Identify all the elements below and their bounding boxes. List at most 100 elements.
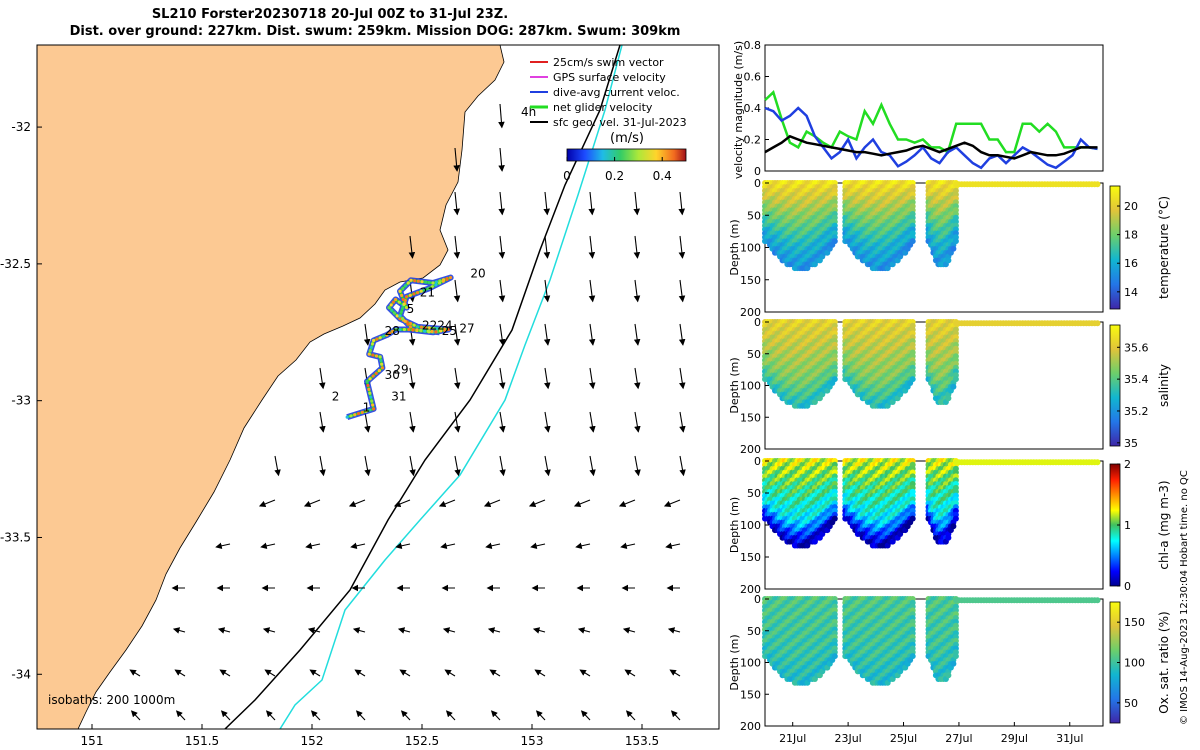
map-y-tick-label: -32.5 [0,257,31,271]
track-point [412,292,416,296]
salinity-y-tick-label: 0 [754,316,761,329]
temperature-sample [909,238,916,245]
current-arrow [350,542,366,550]
chart-title: SL210 Forster20230718 20-Jul 00Z to 31-J… [151,7,509,22]
current-arrow [487,627,501,634]
track-label: 20 [470,267,485,281]
track-point [366,383,370,388]
velocity-ylabel: velocity magnitude (m/s) [732,41,745,179]
map-y-tick-label: -34 [11,667,31,681]
track-point [419,289,423,293]
track-point [367,352,371,356]
velocity-y-tick-label: 0 [754,165,761,178]
track-point [401,286,405,291]
velocity-axes [764,44,1104,172]
salinity-sample [909,376,916,383]
track-point [368,377,372,381]
track-point [423,288,427,292]
current-arrow [624,669,636,677]
current-arrow [393,499,411,508]
chl-a-colorbar-tick-label: 1 [1124,519,1131,532]
current-arrow [634,367,641,390]
track-point [367,387,371,391]
track-point [378,336,382,340]
track-point [424,280,428,284]
current-arrow [543,191,551,216]
track-point [419,328,423,332]
current-arrow [305,542,321,550]
current-arrow [400,710,411,721]
track-point [419,325,424,329]
track-point [405,295,409,299]
legend-sfc-geo: sfc geo. vel. 31-Jul-2023 [530,116,687,129]
current-arrow [544,367,551,390]
current-arrow [172,627,186,634]
chl-a-colorbar-label: chl-a (mg m-3) [1157,480,1171,569]
current-arrow [543,279,551,303]
track-point [427,286,431,291]
temperature-sample [945,257,952,264]
track-point [375,337,379,341]
track-point [400,293,404,297]
temperature-colorbar-tick-label: 20 [1124,200,1138,213]
current-arrow [354,669,366,677]
current-arrow [543,323,551,346]
track-point [378,355,382,359]
track-point [442,327,447,331]
current-arrow [499,367,506,390]
current-arrow [679,411,686,433]
track-point [369,345,373,349]
track-point [406,281,410,285]
map-y-tick-label: -33 [11,394,31,408]
track-point [402,302,406,306]
legend-label-sfcgeo: sfc geo. vel. 31-Jul-2023 [553,116,687,129]
current-arrow [438,499,456,508]
current-arrow [453,323,461,346]
current-arrow [453,279,461,303]
velocity-colorbar [566,148,687,162]
track-point [345,415,349,419]
current-arrow [485,542,501,550]
current-arrow [309,669,321,677]
current-arrow [363,323,371,346]
track-point [423,325,427,330]
track-point [403,284,408,288]
track-label: 28 [385,324,400,338]
legend-label-gps: GPS surface velocity [553,71,666,84]
track-point [445,277,449,281]
current-arrow [678,279,686,303]
current-arrow [580,710,591,721]
legend-gps-velocity: GPS surface velocity [530,71,666,84]
salinity-sample [950,383,957,390]
salinity-sample [945,395,952,402]
track-point [349,414,353,418]
current-arrow [665,542,681,550]
current-arrow [490,710,501,721]
velocity-y-tick-label: 0.4 [744,102,762,115]
current-arrow [498,191,506,216]
current-arrow [408,235,416,259]
current-arrow [319,411,326,433]
track-label: 5 [407,302,415,316]
salinity-sample [952,376,959,383]
current-arrow [352,627,366,634]
current-arrow [633,323,641,346]
track-label: 1 [363,401,371,415]
track-point [420,280,424,284]
track-point [388,331,392,335]
track-label: 2 [332,390,340,404]
current-arrow [483,499,501,508]
current-arrow [409,455,416,477]
current-arrow [442,627,456,634]
track-point [398,289,402,293]
current-arrow [220,710,231,721]
track-point [364,409,368,413]
current-arrow [633,235,641,259]
current-arrow [622,627,636,634]
salinity-colorbar-tick-label: 35.6 [1124,341,1149,354]
track-label: 4h [521,105,536,119]
salinity-sample [831,376,838,383]
velocity-colorbar-label: (m/s) [610,131,644,146]
